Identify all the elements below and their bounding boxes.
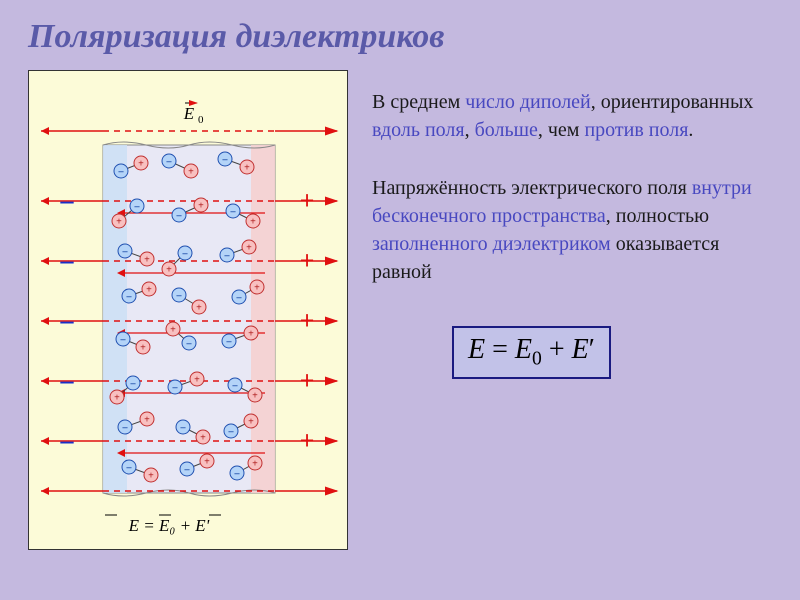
paragraph-2: Напряжённость электрического поля внутри…	[372, 174, 772, 286]
p2-t1: Напряжённость	[372, 177, 506, 199]
svg-text:–: –	[228, 427, 235, 438]
svg-text:–: –	[126, 463, 133, 474]
formula-plus: +	[542, 334, 572, 365]
svg-text:+: +	[194, 375, 200, 386]
svg-text:+: +	[198, 201, 204, 212]
svg-text:+: +	[300, 366, 315, 395]
p1-t1: В среднем	[372, 91, 465, 113]
svg-text:–: –	[186, 339, 193, 350]
svg-text:–: –	[236, 293, 243, 304]
svg-text:+: +	[248, 417, 254, 428]
svg-text:0: 0	[198, 114, 204, 126]
p1-t4: , чем	[538, 119, 585, 141]
svg-text:+: +	[188, 167, 194, 178]
svg-text:–: –	[226, 337, 233, 348]
svg-text:+: +	[200, 433, 206, 444]
svg-text:+: +	[204, 457, 210, 468]
svg-text:–: –	[172, 383, 179, 394]
p2-t3: , полностью	[606, 205, 709, 227]
svg-text:–: –	[134, 202, 141, 213]
formula-sub0: 0	[532, 349, 542, 370]
svg-text:–: –	[130, 379, 137, 390]
svg-text:+: +	[148, 471, 154, 482]
p2-h2: заполненного диэлектриком	[372, 233, 611, 255]
svg-text:–: –	[60, 186, 75, 215]
formula-Ep: E	[572, 334, 589, 365]
svg-text:+: +	[166, 265, 172, 276]
svg-text:+: +	[146, 285, 152, 296]
svg-text:+: +	[254, 283, 260, 294]
svg-text:+: +	[114, 393, 120, 404]
polarization-diagram: –+–+–+–+–+–+–+–+–+–+–+–+–+–+–+–+–+–+–+–+…	[29, 71, 349, 551]
svg-text:E: E	[183, 104, 195, 123]
formula-eq: =	[485, 334, 515, 365]
svg-text:+: +	[144, 255, 150, 266]
svg-text:–: –	[60, 366, 75, 395]
svg-text:+: +	[300, 186, 315, 215]
svg-text:–: –	[230, 207, 237, 218]
svg-text:+: +	[246, 243, 252, 254]
formula-E: E	[468, 334, 485, 365]
svg-text:–: –	[222, 155, 229, 166]
svg-text:–: –	[60, 246, 75, 275]
svg-text:+: +	[244, 163, 250, 174]
svg-text:–: –	[184, 465, 191, 476]
svg-text:+: +	[252, 459, 258, 470]
svg-text:–: –	[60, 306, 75, 335]
slide: Поляризация диэлектриков –+–+–+–+–+–+–+–…	[0, 0, 800, 600]
svg-text:–: –	[232, 381, 239, 392]
content-row: –+–+–+–+–+–+–+–+–+–+–+–+–+–+–+–+–+–+–+–+…	[28, 70, 772, 550]
svg-text:+: +	[300, 306, 315, 335]
svg-text:+: +	[116, 217, 122, 228]
svg-text:–: –	[176, 291, 183, 302]
formula-box: E = E0 + E′	[452, 326, 611, 379]
p1-t3: ,	[465, 119, 475, 141]
svg-text:+: +	[140, 343, 146, 354]
svg-text:–: –	[166, 157, 173, 168]
p1-h2: вдоль поля	[372, 119, 465, 141]
p1-t2: , ориентированных	[591, 91, 754, 113]
svg-text:+: +	[170, 325, 176, 336]
svg-text:+: +	[196, 303, 202, 314]
svg-text:+: +	[300, 426, 315, 455]
svg-text:–: –	[224, 251, 231, 262]
svg-text:–: –	[122, 423, 129, 434]
svg-text:–: –	[176, 211, 183, 222]
p2-t2: электрического поля	[506, 177, 692, 199]
svg-text:–: –	[60, 426, 75, 455]
svg-text:–: –	[182, 249, 189, 260]
svg-text:+: +	[252, 391, 258, 402]
p1-t5: .	[688, 119, 693, 141]
formula-E0: E	[515, 334, 532, 365]
svg-text:+: +	[248, 329, 254, 340]
slide-title: Поляризация диэлектриков	[28, 18, 772, 56]
formula-prime: ′	[589, 334, 595, 365]
p1-h1: число диполей	[465, 91, 591, 113]
svg-text:+: +	[300, 246, 315, 275]
paragraph-1: В среднем число диполей, ориентированных…	[372, 88, 772, 144]
svg-text:–: –	[126, 292, 133, 303]
svg-text:+: +	[138, 159, 144, 170]
svg-text:–: –	[122, 247, 129, 258]
svg-text:+: +	[250, 217, 256, 228]
p1-h3: больше	[475, 119, 538, 141]
svg-text:–: –	[118, 167, 125, 178]
text-column: В среднем число диполей, ориентированных…	[372, 70, 772, 550]
svg-text:+: +	[144, 415, 150, 426]
svg-text:E = E₀ + E': E = E₀ + E'	[128, 516, 210, 535]
diagram-container: –+–+–+–+–+–+–+–+–+–+–+–+–+–+–+–+–+–+–+–+…	[28, 70, 348, 550]
svg-text:–: –	[120, 335, 127, 346]
svg-text:–: –	[234, 469, 241, 480]
svg-text:–: –	[180, 423, 187, 434]
p1-h4: против поля	[584, 119, 688, 141]
